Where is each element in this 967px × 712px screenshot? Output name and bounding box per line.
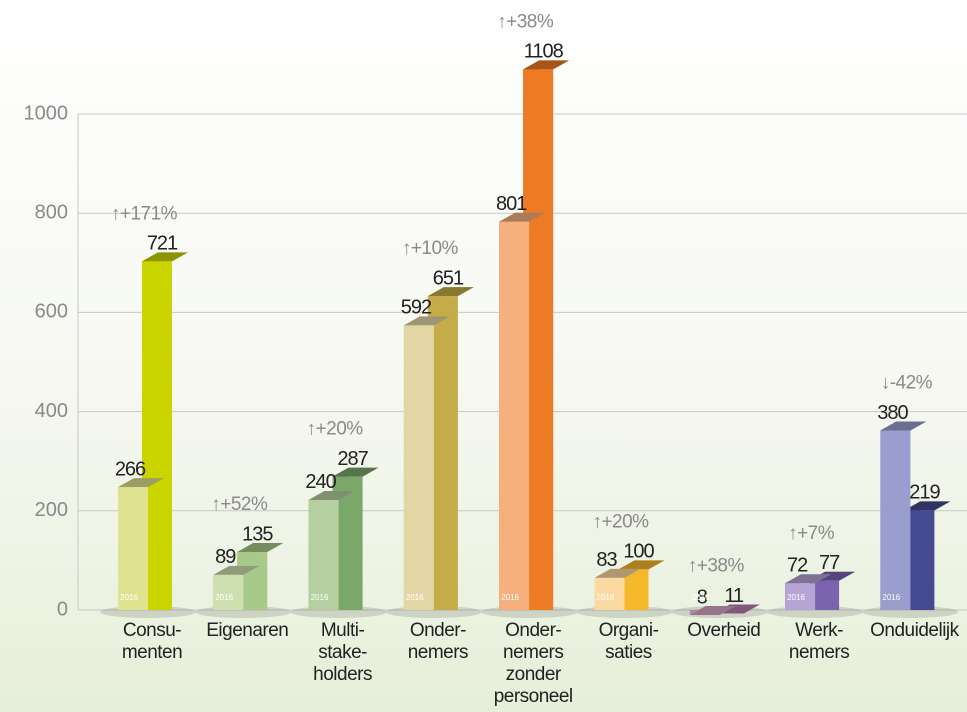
value-label: 77 [819,552,840,574]
value-label: 11 [724,585,744,607]
year-label: 2016 [406,593,424,602]
value-label: 651 [433,267,464,289]
x-tick-label: Onder- nemers [388,620,488,664]
chart: 0 200 400 600 800 1000 266 721 2016 ↑+171% 89 135 20… [0,0,967,712]
x-tick-label: Eigenaren [197,620,297,642]
value-label: 240 [305,471,336,493]
bar [404,325,434,610]
bar-group [523,60,569,610]
value-label: 801 [496,193,527,215]
bar-group [142,252,188,610]
y-tick-label: 800 [35,201,68,223]
change-annotation: ↑+20% [307,419,364,440]
value-label: 100 [623,541,654,563]
year-label: 2016 [215,593,233,602]
y-tick-label: 200 [35,499,68,521]
change-annotation: ↑+7% [788,523,835,544]
x-tick-label: Onder- nemers zonder personeel [483,620,583,708]
value-label: 721 [147,233,178,255]
value-label: 72 [787,555,808,577]
value-label: 380 [877,402,908,424]
y-tick-label: 600 [35,301,68,323]
x-tick-label: Overheid [674,620,774,642]
change-annotation: ↓-42% [881,373,933,394]
change-annotation: ↑+20% [592,511,649,532]
bar-group [428,287,474,610]
y-tick-label: 0 [57,598,68,620]
x-tick-label: Multi- stake- holders [293,620,393,686]
x-tick-label: Onduidelijk [864,620,964,642]
change-annotation: ↑+10% [402,238,459,259]
change-annotation: ↑+38% [497,11,554,32]
year-label: 2016 [787,593,805,602]
bar-group [904,501,950,610]
value-label: 83 [596,549,617,571]
x-tick-label: Organi- saties [579,620,679,664]
value-label: 219 [909,482,940,504]
bar-group [333,468,379,610]
chart-canvas: 0 200 400 600 800 1000 266 721 2016 ↑+171% 89 135 20… [0,0,967,712]
value-label: 89 [215,546,236,568]
value-label: 135 [242,523,273,545]
year-label: 2016 [501,593,519,602]
y-tick-label: 1000 [24,102,69,124]
year-label: 2016 [882,593,900,602]
y-tick-label: 400 [35,400,68,422]
change-annotation: ↑+171% [111,203,178,224]
bar [880,431,910,610]
value-label: 266 [115,458,146,480]
change-annotation: ↑+38% [688,556,745,577]
change-annotation: ↑+52% [211,494,268,515]
year-label: 2016 [311,593,329,602]
year-label: 2016 [692,593,710,602]
value-label: 592 [401,297,432,319]
value-label: 1108 [524,41,564,63]
x-tick-label: Werk- nemers [769,620,869,664]
year-label: 2016 [597,593,615,602]
bar-group [619,560,665,610]
value-label: 287 [337,448,368,470]
x-tick-label: Consu- menten [102,620,202,664]
year-label: 2016 [120,593,138,602]
bar [118,487,148,610]
bar [499,222,529,610]
bar-group [237,543,283,610]
